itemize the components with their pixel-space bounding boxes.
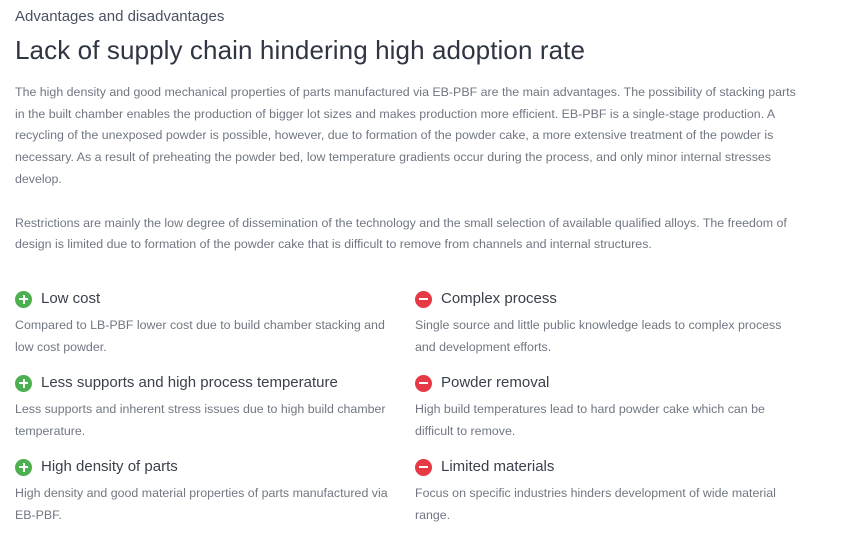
advantage-title: Low cost xyxy=(41,290,101,307)
intro-paragraph-advantages: The high density and good mechanical pro… xyxy=(15,85,796,186)
content-section: Advantages and disadvantages Lack of sup… xyxy=(15,0,805,522)
plus-circle-icon xyxy=(15,458,32,476)
advantage-item: Less supports and high process temperatu… xyxy=(15,372,400,442)
minus-circle-icon xyxy=(415,290,432,308)
disadvantage-item: Powder removal High build temperatures l… xyxy=(415,372,800,442)
advantage-item: Low cost Compared to LB-PBF lower cost d… xyxy=(15,288,400,358)
disadvantage-title: Complex process xyxy=(441,290,557,307)
advantage-item: High density of parts High density and g… xyxy=(15,456,400,526)
disadvantage-item: Limited materials Focus on specific indu… xyxy=(415,456,800,526)
advantage-text: Less supports and inherent stress issues… xyxy=(15,402,386,438)
disadvantage-title: Limited materials xyxy=(441,458,555,475)
plus-circle-icon xyxy=(15,290,32,308)
advantage-text: High density and good material propertie… xyxy=(15,486,388,522)
advantage-text: Compared to LB-PBF lower cost due to bui… xyxy=(15,318,385,354)
intro-paragraph-restrictions: Restrictions are mainly the low degree o… xyxy=(15,215,787,252)
disadvantage-item: Complex process Single source and little… xyxy=(415,288,800,358)
disadvantage-text: High build temperatures lead to hard pow… xyxy=(415,402,765,438)
advantage-title: High density of parts xyxy=(41,458,178,475)
section-eyebrow: Advantages and disadvantages xyxy=(15,8,225,25)
advantage-title: Less supports and high process temperatu… xyxy=(41,374,338,391)
disadvantage-title: Powder removal xyxy=(441,374,550,391)
minus-circle-icon xyxy=(415,458,432,476)
section-headline: Lack of supply chain hindering high adop… xyxy=(15,35,586,65)
disadvantage-text: Single source and little public knowledg… xyxy=(415,318,782,354)
plus-circle-icon xyxy=(15,374,32,392)
disadvantage-text: Focus on specific industries hinders dev… xyxy=(415,486,776,522)
minus-circle-icon xyxy=(415,374,432,392)
